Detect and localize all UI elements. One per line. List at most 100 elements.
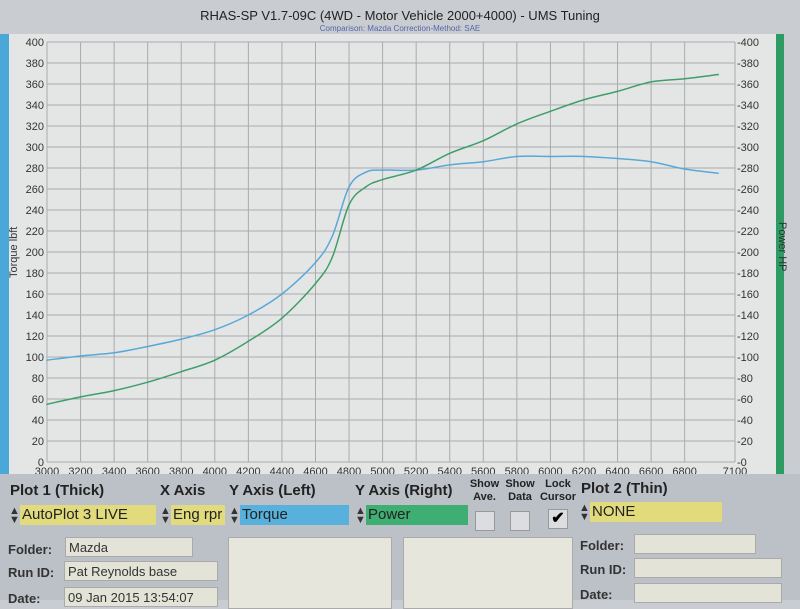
data-point-power [683,77,686,80]
data-point-power [247,340,250,343]
data-point-power [381,178,384,181]
folder-label: Folder: [8,542,53,557]
date2-label: Date: [580,587,613,602]
chart-subtitle: Comparison: Mazda Correction-Method: SAE [319,24,481,33]
y-left-tick-label: 140 [26,310,44,322]
data-point-torque [381,169,384,171]
window-title: RHAS-SP V1.7-09C (4WD - Motor Vehicle 20… [200,8,600,23]
y-left-tick-label: 180 [26,268,44,280]
data-point-power [448,152,451,155]
yleft-header: Y Axis (Left) [229,482,316,499]
spinner-icon[interactable]: ▲ ▼ [229,505,240,526]
date1-field[interactable]: 09 Jan 2015 13:54:07 [64,587,218,607]
data-point-torque [683,168,686,170]
y-right-tick-label: -340 [737,100,759,112]
data-point-power [46,403,48,406]
plot2-header: Plot 2 (Thin) [581,480,668,497]
folder2-field[interactable] [634,534,756,554]
data-point-torque [314,261,317,264]
data-point-torque [365,171,367,173]
date-label: Date: [8,591,41,606]
y-right-tick-label: -380 [737,58,759,70]
y-left-tick-label: 220 [26,226,44,238]
date2-field[interactable] [634,583,782,603]
data-point-power [583,98,585,101]
data-point-torque [113,352,115,354]
show-ave-checkbox[interactable] [475,511,495,531]
data-point-torque [46,359,48,361]
plot1-notes-box [228,537,392,609]
y-left-tick-label: 100 [26,352,44,364]
y-left-tick-label: 200 [26,247,44,259]
y-left-tick-label: 340 [26,100,44,112]
control-panel: Plot 1 (Thick) X Axis Y Axis (Left) Y Ax… [0,474,800,609]
folder2-label: Folder: [580,538,625,553]
y-left-tick-label: 0 [38,457,44,469]
data-point-torque [549,155,552,158]
y-left-tick-label: 160 [26,289,44,301]
y-right-tick-label: -80 [737,373,753,385]
spinner-icon[interactable]: ▲ ▼ [355,505,366,526]
data-point-power [348,203,350,206]
lock-cursor-label: Lock Cursor [539,478,577,503]
y-left-tick-label: 240 [26,205,44,217]
runid-label: Run ID: [8,565,55,580]
data-point-power [79,396,82,398]
spinner-icon[interactable]: ▲ ▼ [9,505,20,526]
data-point-power [650,81,652,83]
show-ave-label: Show Ave. [469,478,500,503]
data-point-torque [616,157,619,160]
y-axis-right-label: Power HP [776,222,788,272]
data-point-torque [146,345,149,348]
spinner-icon[interactable]: ▲ ▼ [579,502,590,523]
y-right-tick-label: -360 [737,79,759,91]
y-right-tick-label: -300 [737,142,759,154]
data-point-torque [247,314,250,316]
y-left-tick-label: 300 [26,142,44,154]
runid2-field[interactable] [634,558,782,578]
y-right-tick-label: -0 [737,457,747,469]
data-point-torque [281,293,283,295]
y-right-tick-label: -140 [737,310,759,322]
data-point-power [146,381,149,384]
y-right-tick-label: -260 [737,184,759,196]
data-point-power [314,282,317,285]
show-data-checkbox[interactable] [510,511,530,531]
runid1-field[interactable]: Pat Reynolds base [64,561,218,581]
data-point-torque [180,338,183,340]
y-left-tick-label: 280 [26,163,44,175]
data-point-power [616,90,619,93]
plot1-select[interactable]: AutoPlot 3 LIVE [20,505,156,525]
data-point-torque [348,186,350,188]
data-point-torque [717,172,720,175]
y-right-tick-label: -240 [737,205,759,217]
plot2-select[interactable]: NONE [590,502,722,522]
yright-header: Y Axis (Right) [355,482,453,499]
data-point-power [281,317,283,319]
y-left-tick-label: 360 [26,79,44,91]
data-point-power [717,73,720,76]
spinner-icon[interactable]: ▲ ▼ [160,505,171,526]
data-point-torque [214,328,216,331]
yright-select[interactable]: Power [366,505,468,525]
plot1-header: Plot 1 (Thick) [10,482,105,499]
yleft-select[interactable]: Torque [240,505,349,525]
dyno-chart: 3000 3200 3400 3600 3800 4000 4200 4400 4600 4800… [26,37,759,478]
y-right-tick-label: -40 [737,415,753,427]
lock-cursor-checkbox[interactable]: ✔ [548,509,568,529]
left-axis-band [0,34,9,474]
data-point-power [331,256,334,259]
y-left-tick-label: 120 [26,331,44,343]
xaxis-select[interactable]: Eng rpr [171,505,225,525]
y-left-tick-label: 40 [32,415,44,427]
right-axis-band [776,34,784,474]
folder1-field[interactable]: Mazda [65,537,193,557]
data-point-power [365,186,367,188]
y-right-tick-label: -120 [737,331,759,343]
data-point-power [516,123,518,125]
chart-area [8,34,778,474]
data-point-power [549,110,552,113]
data-point-power [482,139,485,142]
runid2-label: Run ID: [580,562,627,577]
data-point-power [180,370,183,373]
